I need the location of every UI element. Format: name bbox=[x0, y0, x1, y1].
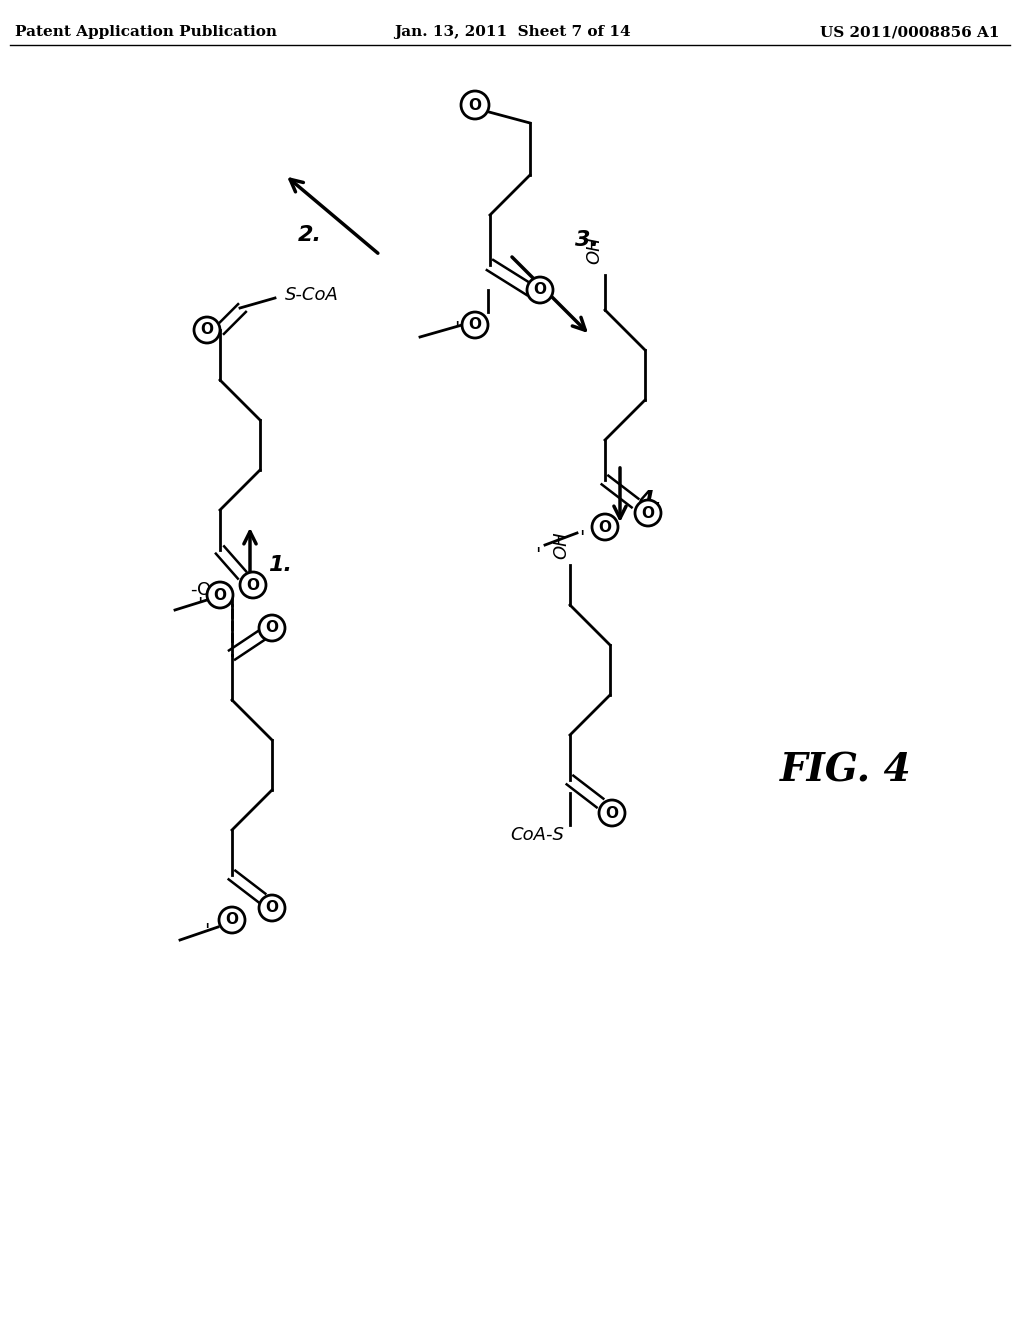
Text: ': ' bbox=[455, 321, 460, 339]
Text: O: O bbox=[641, 506, 654, 520]
Text: O: O bbox=[265, 620, 279, 635]
Circle shape bbox=[219, 907, 245, 933]
Text: O: O bbox=[598, 520, 611, 535]
Circle shape bbox=[207, 582, 233, 609]
Text: O: O bbox=[225, 912, 239, 928]
Text: FIG. 4: FIG. 4 bbox=[780, 751, 911, 789]
Text: 1.: 1. bbox=[268, 554, 292, 576]
Text: O: O bbox=[469, 98, 481, 112]
Circle shape bbox=[599, 800, 625, 826]
Circle shape bbox=[461, 91, 489, 119]
Text: Patent Application Publication: Patent Application Publication bbox=[15, 25, 278, 40]
Text: O: O bbox=[247, 578, 259, 593]
Text: 3.: 3. bbox=[575, 230, 599, 249]
Circle shape bbox=[259, 895, 285, 921]
Text: O: O bbox=[469, 318, 481, 333]
Circle shape bbox=[635, 500, 662, 525]
Text: Jan. 13, 2011  Sheet 7 of 14: Jan. 13, 2011 Sheet 7 of 14 bbox=[393, 25, 631, 40]
Text: US 2011/0008856 A1: US 2011/0008856 A1 bbox=[820, 25, 1000, 40]
Text: ': ' bbox=[536, 545, 541, 565]
Circle shape bbox=[240, 572, 266, 598]
Text: ': ' bbox=[580, 528, 585, 548]
Text: OH: OH bbox=[585, 236, 603, 264]
Text: O: O bbox=[213, 587, 226, 602]
Text: O: O bbox=[534, 282, 547, 297]
Text: ': ' bbox=[205, 923, 210, 941]
Circle shape bbox=[527, 277, 553, 304]
Text: -O: -O bbox=[190, 581, 211, 599]
Text: 4.: 4. bbox=[638, 490, 662, 510]
Text: 2.: 2. bbox=[298, 224, 322, 246]
Text: O: O bbox=[605, 805, 618, 821]
Text: O: O bbox=[265, 900, 279, 916]
Text: O: O bbox=[201, 322, 213, 338]
Circle shape bbox=[259, 615, 285, 642]
Text: CoA-S: CoA-S bbox=[510, 826, 564, 843]
Circle shape bbox=[462, 312, 488, 338]
Text: OH: OH bbox=[552, 531, 570, 558]
Circle shape bbox=[592, 513, 618, 540]
Text: S-CoA: S-CoA bbox=[285, 286, 339, 304]
Text: ': ' bbox=[198, 595, 203, 615]
Circle shape bbox=[194, 317, 220, 343]
